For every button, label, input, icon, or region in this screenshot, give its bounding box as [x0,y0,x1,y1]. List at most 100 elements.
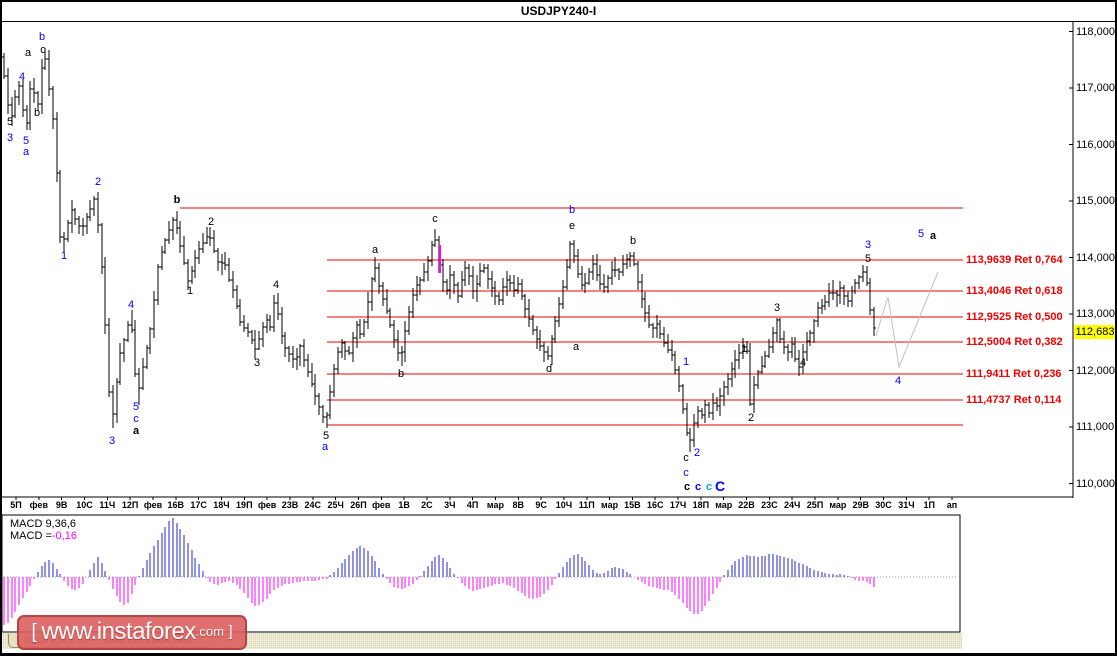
fib-level-label: 111,4737 Ret 0,114 [966,394,1062,406]
wave-label: 1 [682,356,690,368]
price-axis-tick-label: 110,000 [1076,477,1115,490]
time-axis-tick-label: 1П [923,500,935,510]
time-axis-tick-label: 17Ч [669,500,687,510]
wave-label: 4 [272,279,280,291]
time-axis-tick-label: 15В [624,500,641,510]
wave-label: b [33,107,41,119]
time-axis-tick-label: 17С [190,500,207,510]
time-axis-tick-label: 9В [55,500,68,510]
time-axis-tick-label: 5П [10,500,22,510]
wave-label: a [132,425,140,437]
wave-label: 3 [108,435,116,447]
time-axis-tick-label: 4П [466,500,479,510]
wave-label: 2 [693,447,701,459]
wave-label: 4 [894,375,902,387]
wave-label: a [929,230,937,242]
price-axis-tick-label: 111,000 [1076,421,1115,433]
time-axis-tick-label: 10С [76,500,93,510]
fib-level-label: 113,4046 Ret 0,618 [966,285,1063,297]
wave-label: b [38,31,46,43]
time-axis-tick-label: 3Ч [444,500,456,510]
wave-label: d [545,363,553,375]
time-axis-tick-label: фев [143,500,163,510]
macd-indicator-title: MACD 9,36,6 MACD =-0,16 [10,518,77,542]
wave-label: b [629,235,637,247]
wave-label: 5 [322,430,330,442]
wave-label: 5 [22,135,30,147]
wave-label: c [432,213,438,225]
time-axis-tick-label: 16С [646,500,664,510]
time-axis-tick-label: 9С [535,500,547,510]
banner-domain-suffix: .com [195,624,224,639]
wave-label: 3 [6,132,14,144]
wave-label: 4 [127,299,135,311]
wave-label: c [683,467,689,479]
time-axis-tick-label: фев [29,500,48,510]
macd-params-label: MACD 9,36,6 [10,518,77,530]
wave-label: a [572,341,580,353]
time-axis-tick-label: 19П [236,500,253,510]
time-axis-tick-label: 10Ч [555,500,573,510]
wave-label: c [40,44,46,56]
wave-label: b [397,368,405,380]
price-axis-tick-label: 115,000 [1076,195,1115,207]
wave-label: c [133,413,139,425]
time-axis-tick-label: 16В [167,500,185,510]
banner-close-bracket: ] [228,623,233,640]
price-axis-tick-label: 118,000 [1076,25,1115,38]
title-bar: USDJPY240-I [2,2,1115,22]
time-axis-tick-label: мар [829,500,847,510]
wave-label: 1 [740,343,748,355]
wave-label: c [683,481,691,493]
banner-open-bracket: [ [31,621,37,643]
time-axis-tick-label: 1В [398,500,410,510]
time-axis-tick-label: 25П [806,500,824,510]
wave-label: 5 [132,401,140,413]
instaforex-watermark: [ www.instaforex.com ] [17,615,247,650]
wave-label: c [683,452,689,464]
macd-histogram [3,518,957,625]
page-title: USDJPY240-I [520,4,597,18]
candlestick-series [2,48,876,452]
time-axis-tick-label: 23В [281,500,299,510]
time-axis-tick-label: мар [486,500,504,510]
wave-label: 4 [18,71,26,83]
macd-value: -0,16 [51,530,77,542]
time-axis-tick-label: фев [372,500,391,510]
wave-label: 2 [747,412,755,424]
wave-label: 2 [94,176,102,188]
time-axis-tick-label: 29В [852,500,869,510]
time-axis-tick-label: 18Ч [213,500,230,510]
time-axis-tick-label: 23С [761,500,778,510]
wave-label: 5 [917,228,925,240]
wave-label: c [705,481,713,493]
current-price-badge: 112,683 [1074,325,1116,339]
time-axis-tick-label: 31Ч [898,500,915,510]
price-axis-tick-label: 114,000 [1076,251,1115,264]
time-axis-tick-label: 24Ч [784,500,801,510]
macd-value-label: MACD = [10,530,52,542]
time-axis-tick-label: 26П [350,500,367,510]
wave-label: 5 [864,253,872,265]
time-axis-tick-label: 12П [121,500,139,510]
wave-label: a [321,441,329,453]
time-axis-tick-label: 8В [512,500,525,510]
wave-label: e [568,220,576,232]
wave-label: 1 [186,285,194,297]
fib-retracement-lines [180,207,963,426]
macd-value-line: MACD =-0,16 [10,530,77,542]
price-axis-tick-label: 112,000 [1076,364,1115,377]
time-axis-tick-label: 2С [421,500,433,510]
time-axis-tick-label: фев [257,500,277,510]
time-axis-tick-label: мар [715,500,733,510]
wave-label: C [714,478,726,494]
wave-label: 4 [799,357,807,369]
banner-domain-text: www.instaforex [41,618,196,645]
time-axis-tick-label: 30С [875,500,892,510]
wave-label: 3 [253,357,261,369]
wave-label: 3 [773,302,781,314]
wave-label: 2 [207,216,215,228]
price-axis-tick-label: 117,000 [1076,82,1115,94]
